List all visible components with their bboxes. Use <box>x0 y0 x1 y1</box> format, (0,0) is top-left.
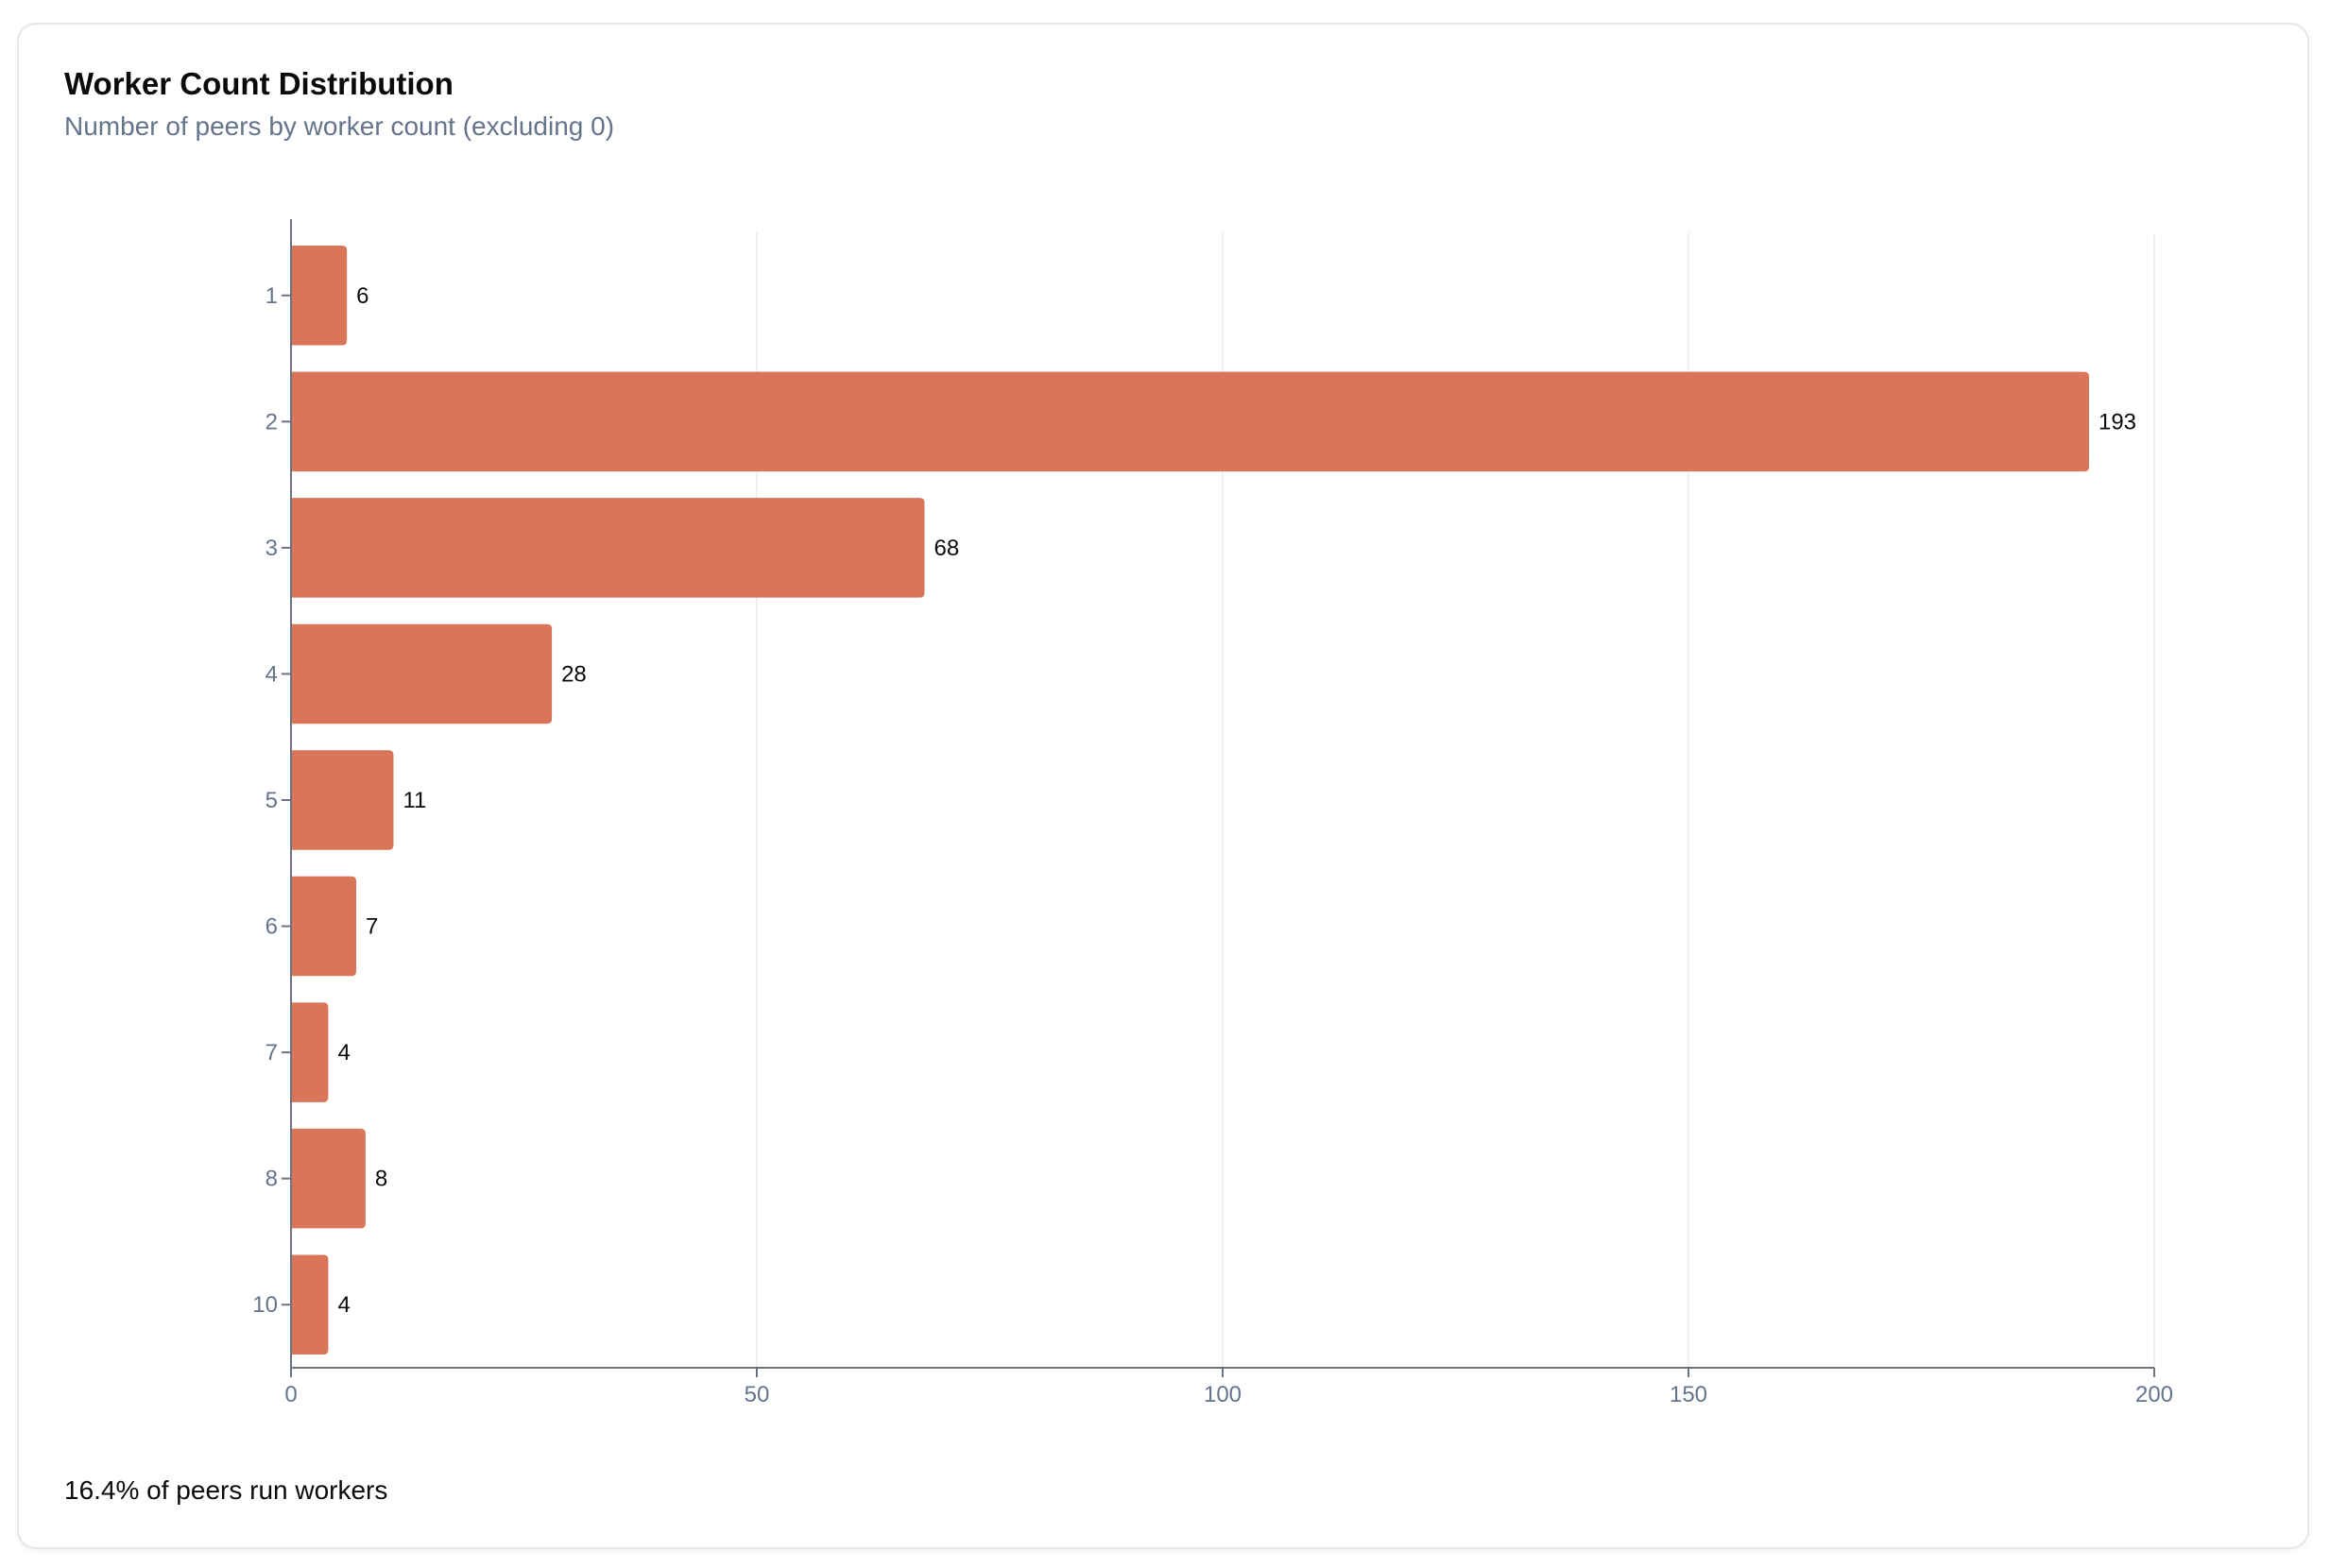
data-label-8: 8 <box>375 1167 387 1192</box>
y-tick-label-6: 6 <box>266 914 278 940</box>
bar-4 <box>291 623 553 724</box>
x-tick-label-200: 200 <box>2135 1382 2173 1407</box>
x-tick-label-150: 150 <box>1670 1382 1707 1407</box>
data-label-10: 4 <box>337 1292 350 1318</box>
bar-7 <box>291 1002 329 1102</box>
axes <box>282 219 2155 1377</box>
y-tick-label-1: 1 <box>266 283 278 309</box>
bar-3 <box>291 498 925 598</box>
y-tick-label-8: 8 <box>266 1167 278 1192</box>
y-tick-label-4: 4 <box>266 661 278 687</box>
data-label-6: 7 <box>366 914 378 940</box>
bar-2 <box>291 371 2089 472</box>
y-tick-label-10: 10 <box>252 1292 278 1318</box>
data-label-2: 193 <box>2099 409 2136 435</box>
data-label-1: 6 <box>356 283 368 309</box>
data-label-3: 68 <box>934 536 959 561</box>
chart-card: Worker Count Distribution Number of peer… <box>17 23 2309 1549</box>
data-label-4: 28 <box>561 661 587 687</box>
y-tick-label-5: 5 <box>266 788 278 813</box>
y-tick-label-7: 7 <box>266 1040 278 1065</box>
bar-5 <box>291 750 394 850</box>
data-label-5: 11 <box>403 788 426 813</box>
y-tick-label-3: 3 <box>266 536 278 561</box>
x-tick-label-50: 50 <box>745 1382 770 1407</box>
data-label-7: 4 <box>337 1040 350 1065</box>
bar-8 <box>291 1128 366 1229</box>
x-tick-label-0: 0 <box>284 1382 297 1407</box>
bar-10 <box>291 1254 329 1355</box>
y-tick-label-2: 2 <box>266 409 278 435</box>
chart-title: Worker Count Distribution <box>64 66 454 101</box>
bar-6 <box>291 876 357 977</box>
bar-1 <box>291 246 348 346</box>
chart-footer-note: 16.4% of peers run workers <box>64 1475 388 1505</box>
x-tick-label-100: 100 <box>1204 1382 1242 1407</box>
bars <box>291 246 2089 1355</box>
chart-subtitle: Number of peers by worker count (excludi… <box>64 111 615 141</box>
